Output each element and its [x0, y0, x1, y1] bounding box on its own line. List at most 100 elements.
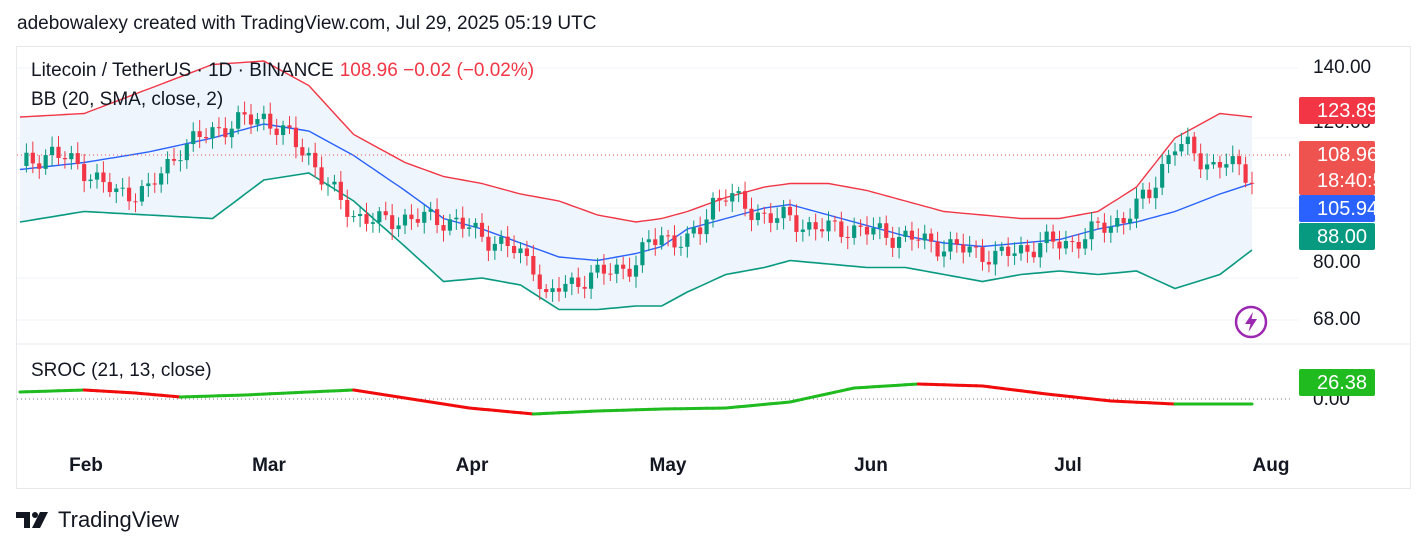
x-label-feb: Feb [69, 455, 103, 476]
candle-body [223, 128, 228, 138]
candle-body [1179, 144, 1184, 152]
candle-body [191, 131, 196, 145]
candle-body [409, 214, 414, 220]
bar-countdown: 18:40:51 [1317, 170, 1395, 192]
candle-body [569, 277, 574, 284]
legend-bollinger[interactable]: BB (20, SMA, close, 2) [31, 89, 224, 110]
candle-body [1249, 182, 1255, 184]
tradingview-brand: TradingView [58, 507, 180, 532]
sroc-value-tag: 26.38 [1299, 369, 1375, 396]
candle-body [704, 219, 709, 235]
candle-body [653, 239, 658, 246]
candle-body [248, 114, 254, 125]
candle-body [691, 227, 696, 234]
candle-body [1089, 221, 1094, 240]
candle-body [236, 112, 241, 129]
candle-body [640, 242, 645, 266]
candle-body [313, 152, 318, 168]
candle-body [499, 236, 504, 244]
candle-body [370, 222, 376, 224]
candle-body [717, 197, 722, 201]
candle-body [685, 233, 690, 247]
candle-body [980, 247, 985, 262]
candle-body [69, 153, 74, 160]
candle-body [1211, 161, 1216, 165]
candle-body [139, 186, 145, 202]
candle-body [710, 197, 716, 220]
bb-upper-tag: 123.89 [1299, 97, 1378, 124]
candle-body [961, 244, 966, 253]
candle-body [659, 235, 664, 246]
candle-body [1153, 187, 1158, 199]
candle-body [101, 172, 106, 183]
candle-body [531, 255, 536, 275]
candle-body [441, 225, 446, 231]
x-label-mar: Mar [252, 455, 286, 476]
candle-body [916, 239, 921, 241]
candle-body [807, 222, 812, 230]
candle-body [422, 211, 427, 223]
candle-body [1102, 222, 1107, 233]
x-label-jun: Jun [854, 455, 888, 476]
candle-body [287, 125, 292, 128]
candle-body [332, 181, 337, 185]
candle-body [351, 216, 356, 218]
candle-body [563, 283, 568, 292]
candle-body [903, 230, 908, 237]
candle-body [941, 251, 947, 257]
candle-body [306, 152, 311, 156]
candle-body [511, 246, 517, 254]
candle-body [723, 200, 728, 202]
price-tick-68: 68.00 [1313, 309, 1361, 330]
bb-lower-line [19, 172, 1253, 311]
candle-body [582, 286, 587, 289]
candle-body [749, 208, 754, 221]
candle-body [1243, 164, 1248, 183]
candle-body [88, 179, 93, 182]
candle-body [197, 131, 202, 137]
candle-body [550, 288, 555, 293]
candle-body [24, 152, 29, 166]
candle-body [839, 221, 844, 237]
candle-body [460, 217, 465, 229]
candle-body [621, 264, 626, 269]
candle-body [261, 113, 266, 120]
candle-body [255, 119, 260, 125]
candle-body [852, 225, 857, 238]
candle-body [1217, 161, 1223, 168]
candle-body [544, 289, 549, 293]
candle-body [884, 223, 889, 238]
candle-body [171, 158, 177, 161]
candle-body [537, 274, 542, 290]
candle-body [1237, 156, 1242, 165]
candle-body [698, 227, 703, 235]
candle-body [1204, 164, 1210, 170]
candle-body [1070, 241, 1075, 243]
candle-body [999, 246, 1004, 251]
candle-body [1172, 151, 1178, 156]
legend-sroc[interactable]: SROC (21, 13, close) [31, 360, 212, 381]
candle-body [794, 215, 799, 232]
candle-body [1044, 231, 1049, 244]
lightning-icon[interactable] [1234, 305, 1268, 339]
candle-body [364, 214, 369, 224]
candle-body [922, 233, 927, 241]
candle-body [396, 225, 401, 230]
candle-body [845, 236, 850, 238]
last-quote: 108.96 −0.02 (−0.02%) [339, 60, 535, 81]
candle-body [993, 250, 998, 265]
x-label-apr: Apr [455, 455, 489, 476]
candle-body [986, 261, 992, 265]
tradingview-logo-icon[interactable] [16, 510, 52, 530]
candle-body [242, 112, 247, 115]
legend-symbol[interactable]: Litecoin / TetherUS · 1D · BINANCE 108.96… [31, 60, 534, 82]
last-price-tag: 108.96 18:40:51 [1299, 141, 1395, 195]
chart-frame[interactable] [16, 46, 1411, 489]
candle-body [454, 217, 459, 220]
candle-body [415, 219, 420, 223]
candle-body [1025, 245, 1030, 252]
candle-body [576, 277, 581, 287]
candle-body [1147, 189, 1152, 199]
candle-body [1108, 226, 1113, 233]
